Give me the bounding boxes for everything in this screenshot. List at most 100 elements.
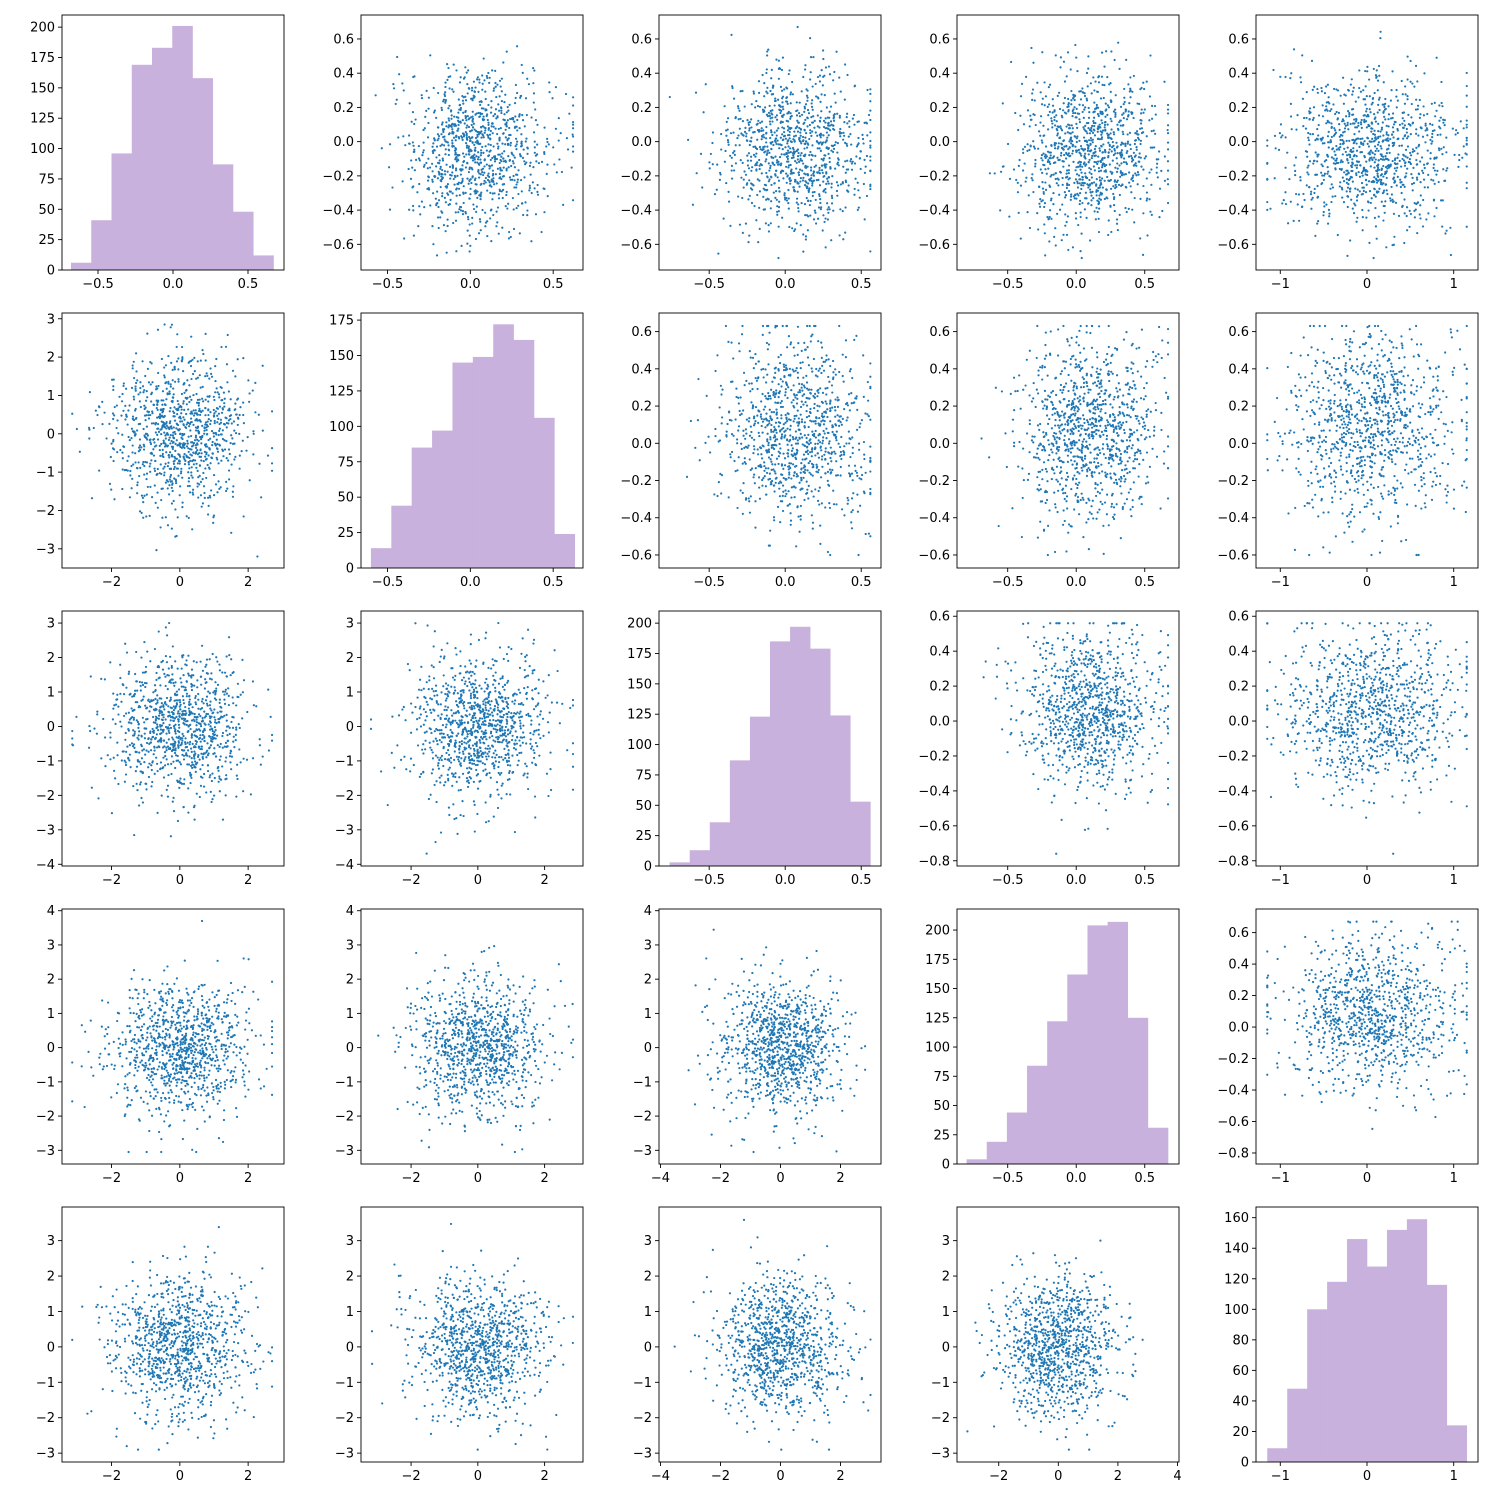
scatter-point (1061, 177, 1063, 179)
scatter-point (413, 149, 415, 151)
scatter-point (1350, 84, 1352, 86)
scatter-point (1070, 196, 1072, 198)
scatter-point (492, 170, 494, 172)
scatter-point (465, 117, 467, 119)
scatter-point (473, 123, 475, 125)
scatter-point (161, 426, 163, 428)
scatter-point (479, 218, 481, 220)
scatter-point (494, 127, 496, 129)
scatter-point (1287, 222, 1289, 224)
scatter-point (864, 172, 866, 174)
y-tick-label: −0.2 (322, 169, 354, 184)
scatter-point (481, 171, 483, 173)
scatter-point (401, 180, 403, 182)
scatter-point (1151, 105, 1153, 107)
scatter-point (211, 444, 213, 446)
scatter-point (500, 107, 502, 109)
scatter-point (1130, 155, 1132, 157)
scatter-point (526, 114, 528, 116)
scatter-point (1349, 187, 1351, 189)
scatter-point (824, 127, 826, 129)
scatter-point (438, 154, 440, 156)
scatter-point (113, 378, 115, 380)
scatter-point (445, 125, 447, 127)
scatter-point (189, 485, 191, 487)
scatter-point (822, 49, 824, 51)
scatter-point (1334, 159, 1336, 161)
scatter-point (836, 151, 838, 153)
scatter-point (774, 97, 776, 99)
scatter-point (222, 455, 224, 457)
scatter-point (1064, 196, 1066, 198)
scatter-point (198, 404, 200, 406)
scatter-point (787, 202, 789, 204)
scatter-point (789, 180, 791, 182)
scatter-point (1167, 169, 1169, 171)
y-tick-label: 0.0 (1228, 135, 1249, 150)
scatter-point (829, 111, 831, 113)
scatter-point (540, 231, 542, 233)
scatter-point (748, 234, 750, 236)
scatter-point (1377, 159, 1379, 161)
scatter-point (510, 142, 512, 144)
scatter-point (465, 119, 467, 121)
scatter-point (474, 86, 476, 88)
scatter-point (1077, 224, 1079, 226)
scatter-point (1433, 199, 1435, 201)
scatter-point (712, 131, 714, 133)
scatter-point (1049, 111, 1051, 113)
scatter-point (162, 449, 164, 451)
scatter-point (389, 143, 391, 145)
scatter-point (771, 93, 773, 95)
scatter-point (1072, 112, 1074, 114)
scatter-point (487, 119, 489, 121)
scatter-point (1110, 91, 1112, 93)
scatter-point (210, 420, 212, 422)
scatter-point (514, 126, 516, 128)
scatter-point (1416, 176, 1418, 178)
scatter-point (112, 460, 114, 462)
scatter-point (1381, 128, 1383, 130)
scatter-point (432, 170, 434, 172)
scatter-point (846, 145, 848, 147)
scatter-point (230, 434, 232, 436)
scatter-point (411, 167, 413, 169)
scatter-point (482, 119, 484, 121)
scatter-point (1043, 206, 1045, 208)
scatter-point (121, 451, 123, 453)
scatter-point (1446, 167, 1448, 169)
scatter-point (123, 446, 125, 448)
scatter-point (1419, 117, 1421, 119)
scatter-point (1457, 132, 1459, 134)
scatter-point (1362, 175, 1364, 177)
scatter-point (125, 414, 127, 416)
scatter-point (534, 146, 536, 148)
scatter-point (1088, 153, 1090, 155)
scatter-point (1135, 162, 1137, 164)
scatter-point (1374, 161, 1376, 163)
scatter-point (171, 455, 173, 457)
scatter-point (1151, 214, 1153, 216)
scatter-point (761, 127, 763, 129)
scatter-point (516, 119, 518, 121)
scatter-point (175, 408, 177, 410)
scatter-point (750, 137, 752, 139)
scatter-point (1157, 158, 1159, 160)
scatter-point (183, 409, 185, 411)
scatter-point (486, 77, 488, 79)
scatter-point (190, 360, 192, 362)
scatter-point (174, 450, 176, 452)
scatter-point (800, 152, 802, 154)
scatter-point (142, 517, 144, 519)
scatter-point (478, 81, 480, 83)
scatter-point (1320, 138, 1322, 140)
scatter-point (491, 69, 493, 71)
scatter-point (1342, 177, 1344, 179)
scatter-point (789, 131, 791, 133)
scatter-point (796, 149, 798, 151)
scatter-point (1076, 127, 1078, 129)
scatter-point (1401, 192, 1403, 194)
scatter-point (249, 479, 251, 481)
scatter-point (730, 132, 732, 134)
scatter-point (149, 515, 151, 517)
